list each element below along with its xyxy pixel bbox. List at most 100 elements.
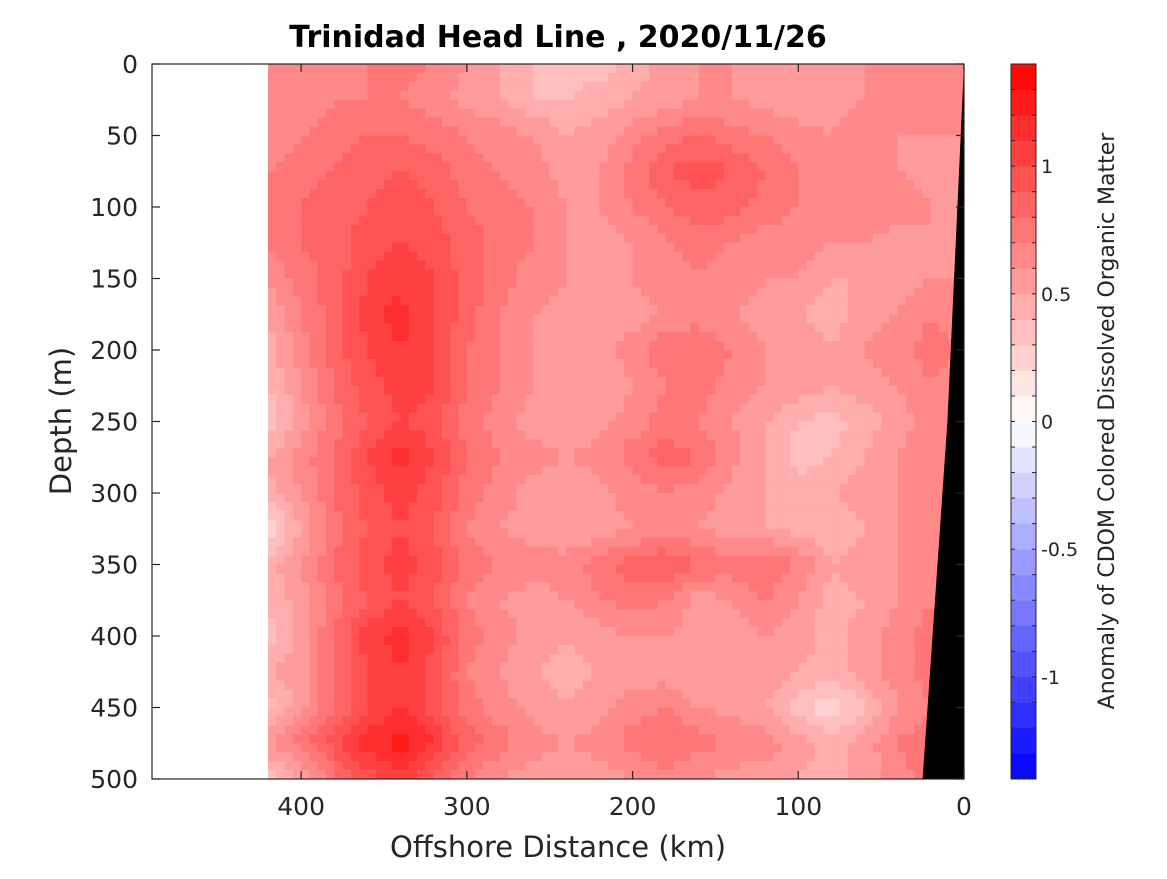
heatmap-cell <box>417 457 427 467</box>
heatmap-cell <box>698 162 708 172</box>
heatmap-cell <box>392 215 402 226</box>
heatmap-cell <box>458 439 468 449</box>
heatmap-cell <box>284 126 294 137</box>
heatmap-cell <box>367 99 377 110</box>
heatmap-cell <box>624 501 634 512</box>
heatmap-cell <box>292 207 302 217</box>
heatmap-cell <box>814 591 824 601</box>
heatmap-cell <box>922 207 932 217</box>
heatmap-cell <box>533 269 543 280</box>
heatmap-cell <box>350 314 360 324</box>
heatmap-cell <box>773 537 783 548</box>
heatmap-cell <box>574 251 584 262</box>
heatmap-cell <box>309 305 319 315</box>
heatmap-cell <box>781 376 791 387</box>
heatmap-cell <box>284 198 294 208</box>
heatmap-cell <box>599 510 609 521</box>
heatmap-cell <box>723 332 733 342</box>
heatmap-cell <box>408 341 418 351</box>
heatmap-cell <box>773 287 783 297</box>
heatmap-cell <box>707 314 717 324</box>
heatmap-cell <box>632 251 642 262</box>
heatmap-cell <box>524 394 534 405</box>
heatmap-cell <box>317 332 327 342</box>
heatmap-cell <box>558 153 567 163</box>
heatmap-cell <box>500 135 509 146</box>
heatmap-cell <box>591 90 601 101</box>
heatmap-cell <box>765 403 775 414</box>
heatmap-cell <box>500 367 509 378</box>
heatmap-cell <box>723 421 733 432</box>
heatmap-cell <box>814 90 824 101</box>
heatmap-cell <box>930 296 940 306</box>
heatmap-cell <box>872 207 882 217</box>
heatmap-cell <box>483 341 493 351</box>
heatmap-cell <box>632 287 642 297</box>
heatmap-cell <box>707 582 717 592</box>
heatmap-cell <box>591 421 601 432</box>
heatmap-cell <box>558 207 567 217</box>
heatmap-cell <box>947 64 957 74</box>
heatmap-cell <box>740 341 750 351</box>
heatmap-cell <box>342 144 352 154</box>
heatmap-cell <box>417 385 427 396</box>
heatmap-cell <box>632 108 642 119</box>
heatmap-cell <box>732 144 741 154</box>
heatmap-cell <box>715 385 725 396</box>
heatmap-cell <box>425 591 435 601</box>
heatmap-cell <box>640 198 650 208</box>
heatmap-cell <box>632 519 642 530</box>
heatmap-cell <box>649 546 659 557</box>
heatmap-cell <box>765 81 775 92</box>
heatmap-cell <box>616 493 625 503</box>
heatmap-cell <box>317 64 327 74</box>
heatmap-cell <box>839 278 849 289</box>
heatmap-cell <box>930 475 940 485</box>
heatmap-cell <box>690 117 700 128</box>
heatmap-cell <box>458 457 468 467</box>
heatmap-cell <box>881 448 891 458</box>
heatmap-cell <box>756 412 766 423</box>
heatmap-cell <box>939 457 949 467</box>
heatmap-cell <box>334 260 344 271</box>
heatmap-cell <box>649 287 659 297</box>
heatmap-cell <box>276 251 286 262</box>
heatmap-cell <box>408 412 418 423</box>
heatmap-cell <box>566 233 576 244</box>
heatmap-cell <box>566 555 576 566</box>
heatmap-cell <box>491 430 501 440</box>
heatmap-cell <box>881 81 891 92</box>
heatmap-cell <box>790 403 799 414</box>
heatmap-cell <box>897 72 907 83</box>
heatmap-cell <box>649 99 659 110</box>
heatmap-cell <box>930 394 940 405</box>
heatmap-cell <box>872 501 882 512</box>
heatmap-cell <box>558 403 567 414</box>
heatmap-cell <box>864 323 874 333</box>
heatmap-cell <box>881 198 891 208</box>
heatmap-cell <box>442 90 451 101</box>
heatmap-cell <box>624 314 634 324</box>
heatmap-cell <box>549 421 559 432</box>
heatmap-cell <box>864 278 874 289</box>
heatmap-cell <box>392 546 402 557</box>
heatmap-cell <box>889 421 899 432</box>
heatmap-cell <box>483 430 493 440</box>
heatmap-cell <box>848 546 857 557</box>
heatmap-cell <box>897 537 907 548</box>
heatmap-cell <box>276 350 286 360</box>
heatmap-cell <box>657 162 667 172</box>
heatmap-cell <box>765 126 775 137</box>
heatmap-cell <box>508 207 518 217</box>
heatmap-cell <box>872 90 882 101</box>
heatmap-cell <box>342 555 352 566</box>
heatmap-cell <box>574 501 584 512</box>
heatmap-cell <box>848 126 857 137</box>
heatmap-cell <box>756 99 766 110</box>
heatmap-cell <box>408 144 418 154</box>
heatmap-cell <box>433 367 443 378</box>
heatmap-cell <box>707 385 717 396</box>
heatmap-cell <box>632 501 642 512</box>
heatmap-cell <box>450 367 460 378</box>
heatmap-cell <box>748 314 758 324</box>
